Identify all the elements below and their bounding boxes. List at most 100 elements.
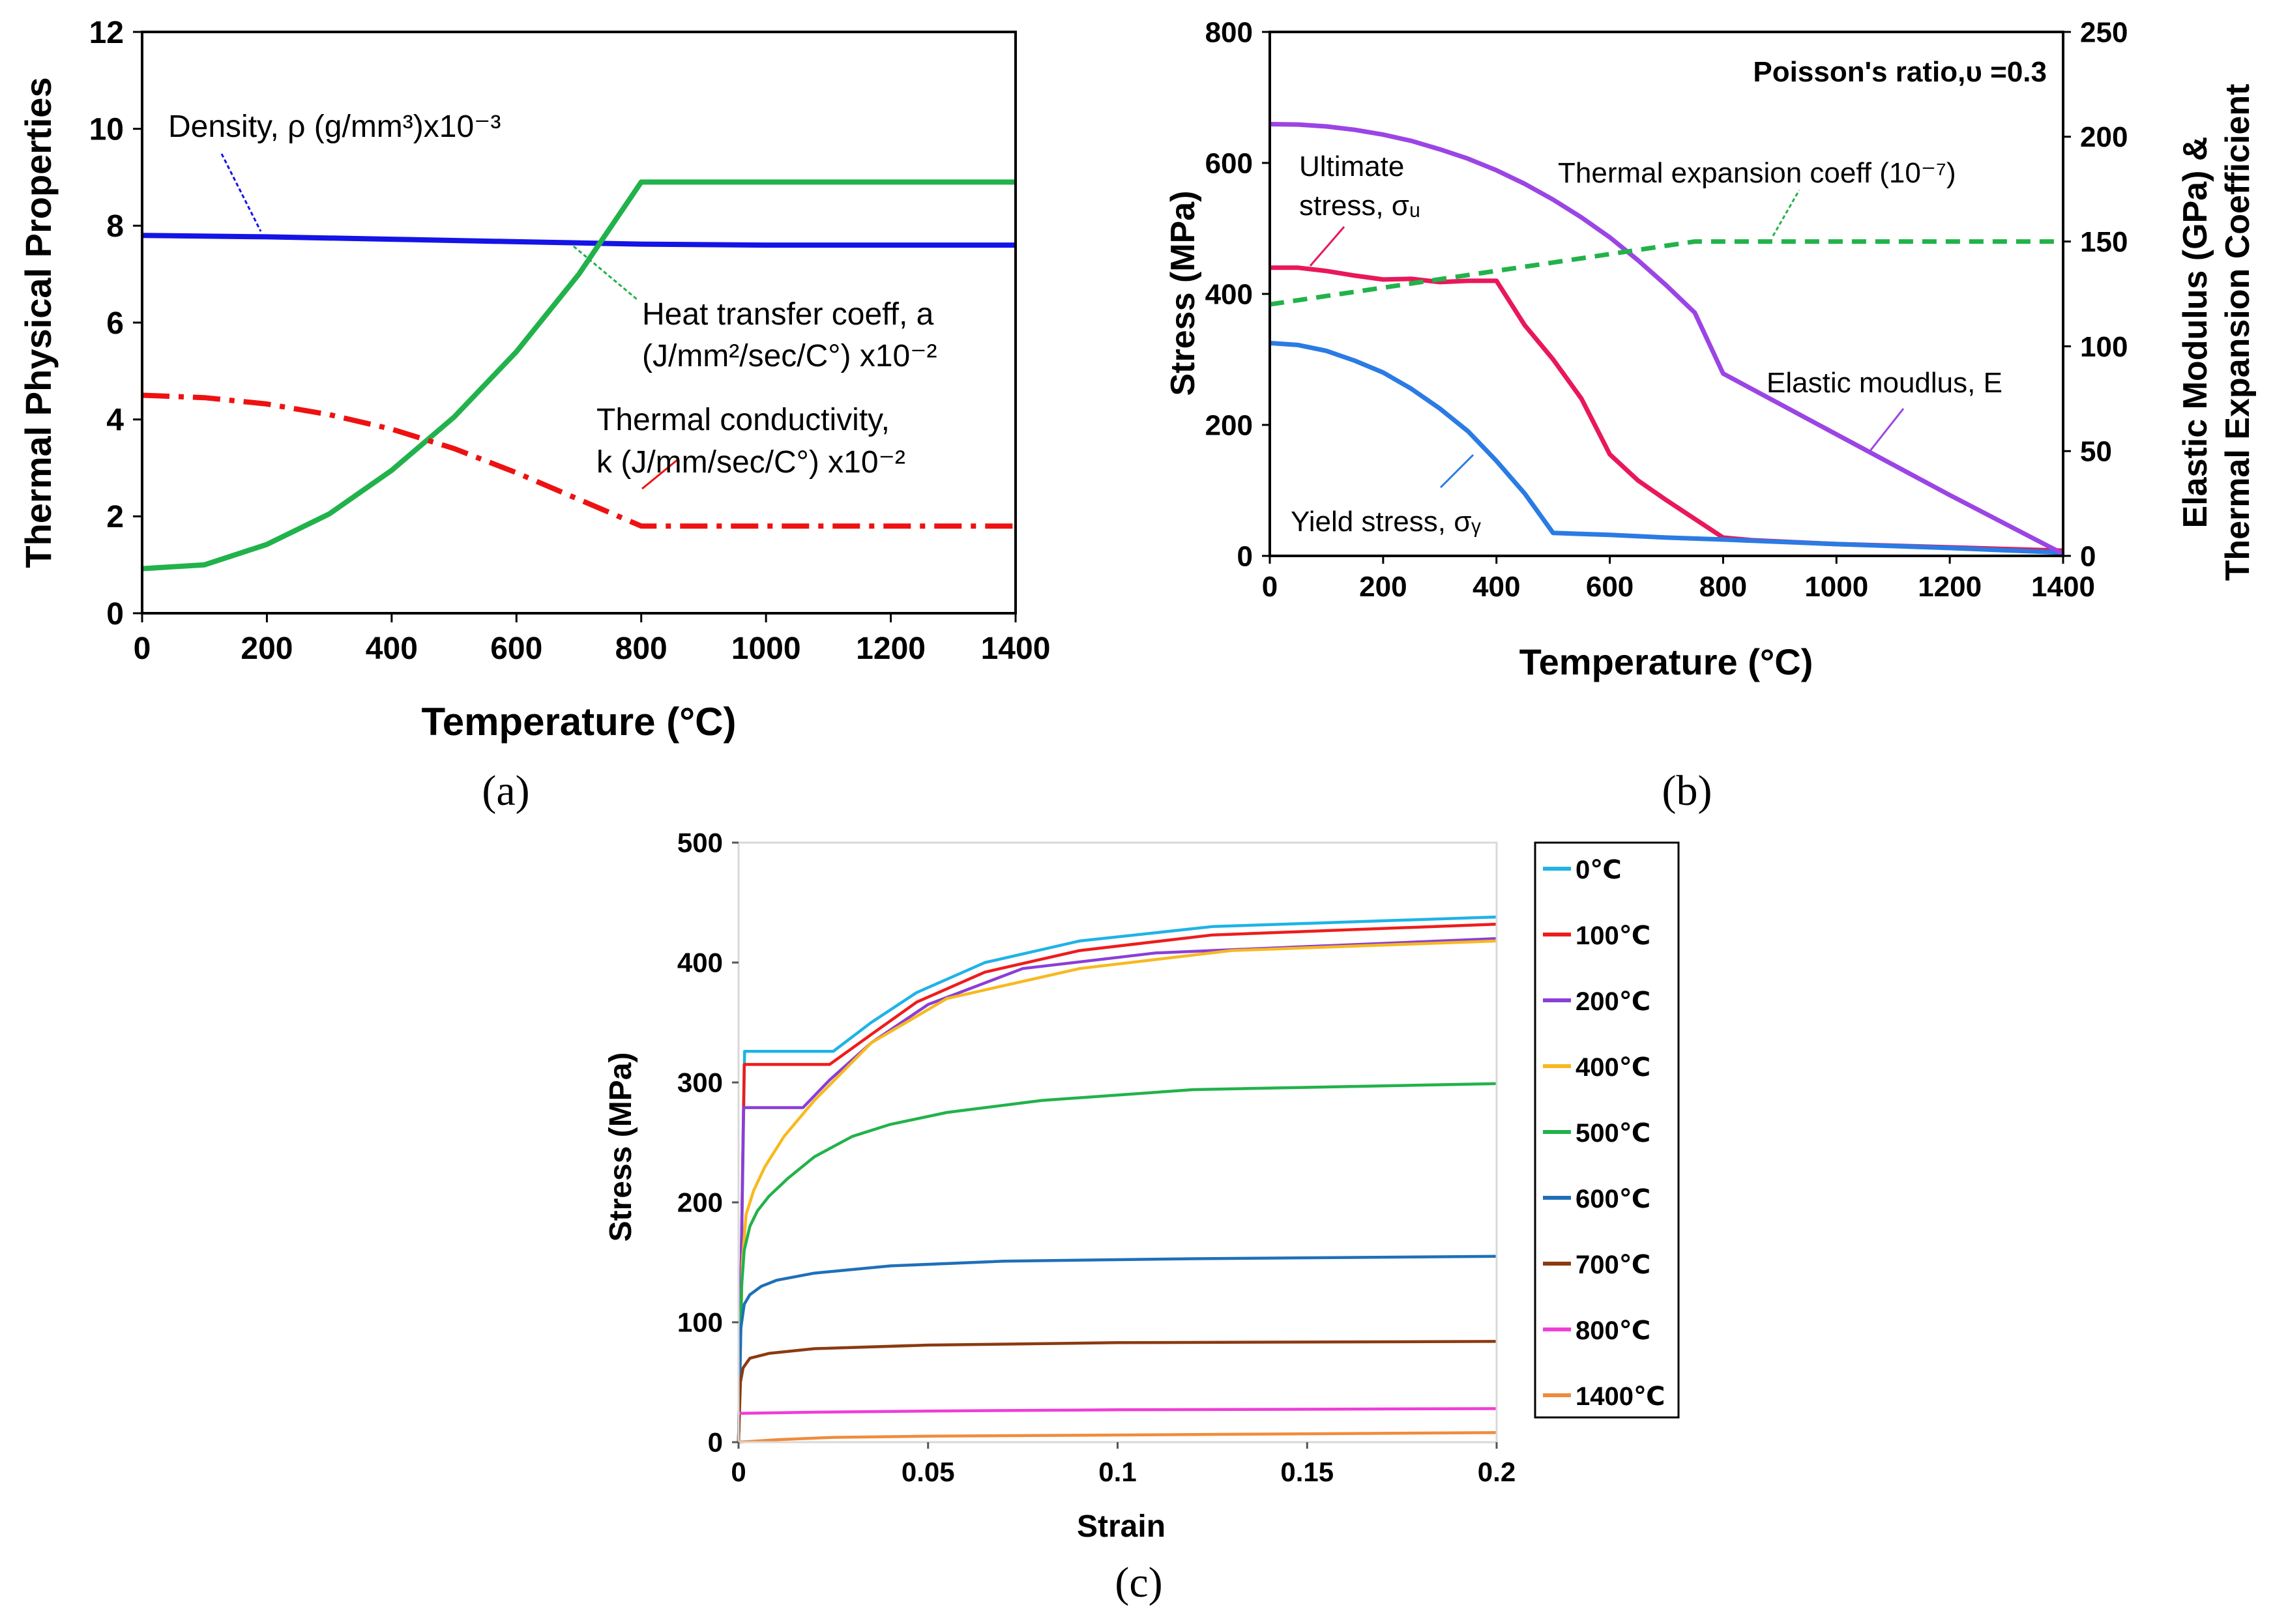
- panel-c-x-tick-label: 0.05: [902, 1457, 955, 1487]
- panel-a-y-tick-label: 10: [89, 112, 124, 147]
- panel-b-y2-tick-label: 0: [2080, 540, 2096, 572]
- panel-b-series-elastic-moudlus-e: [1269, 122, 2064, 556]
- panel-b-y2-axis-label-1: Elastic Modulus (GPa) &: [2177, 137, 2214, 529]
- panel-a-series-heat-transfer-coeff-a-j-mm-sec-c-x10: [141, 179, 1016, 572]
- panel-a-y-tick-label: 2: [106, 500, 124, 534]
- panel-b-y-tick-label: 400: [1205, 278, 1253, 310]
- panel-a-caption: (a): [482, 767, 529, 815]
- panel-b-modulus-label: Elastic moudlus, E: [1767, 367, 2002, 399]
- panel-b-x-tick-label: 400: [1473, 571, 1520, 603]
- panel-a-x-ticks: 0 200 400 600 800 1000 1200 1400: [134, 613, 1051, 666]
- panel-b-y-tick-label: 600: [1205, 147, 1253, 179]
- panel-b-y-ticks: 0 200 400 600 800: [1205, 16, 1270, 572]
- panel-a-x-tick-label: 200: [241, 631, 293, 666]
- panel-a-cond-label-1: Thermal conductivity,: [596, 403, 890, 437]
- panel-a-x-axis-label: Temperature (°C): [422, 700, 737, 744]
- panel-c-series-600: [737, 1254, 1497, 1443]
- panel-c-legend-label: 400℃: [1576, 1053, 1650, 1082]
- panel-c-legend-label: 100℃: [1576, 921, 1650, 950]
- panel-c-plot-frame: [737, 841, 1498, 1443]
- panel-b-y-tick-label: 800: [1205, 16, 1253, 48]
- panel-c-legend-label: 200℃: [1576, 987, 1650, 1016]
- panel-c-series-0: [737, 915, 1497, 1443]
- panel-c-legend-label: 800℃: [1576, 1316, 1650, 1345]
- panel-b-x-tick-label: 1200: [1918, 571, 1982, 603]
- panel-a-series-density-g-mm-x10: [141, 233, 1016, 248]
- panel-c-legend-label: 700℃: [1576, 1251, 1650, 1279]
- panel-c-caption: (c): [1115, 1559, 1162, 1606]
- panel-c-series-100: [737, 922, 1497, 1443]
- panel-b-y2-ticks: 0 50 100 150 200 250: [2063, 16, 2128, 572]
- panel-a-heat-label-2: (J/mm²/sec/C°) x10⁻²: [642, 339, 937, 373]
- panel-c-x-ticks: 0 0.05 0.1 0.15 0.2: [731, 1442, 1516, 1487]
- panel-b-x-tick-label: 600: [1586, 571, 1634, 603]
- panel-b-y-tick-label: 200: [1205, 409, 1253, 441]
- panel-b-y2-tick-label: 50: [2080, 436, 2112, 468]
- panel-c-legend-label: 0℃: [1576, 856, 1622, 884]
- panel-a-x-tick-label: 0: [134, 631, 151, 666]
- panel-c-legend-label: 600℃: [1576, 1185, 1650, 1213]
- panel-c-y-tick-label: 300: [677, 1067, 723, 1098]
- panel-c-legend: 0℃ 100℃ 200℃ 400℃ 500℃ 600℃ 700℃ 800℃ 1400℃: [1534, 841, 1680, 1419]
- panel-b-y-axis-label: Stress (MPa): [1164, 191, 1202, 396]
- panel-a-y-tick-label: 8: [106, 209, 124, 244]
- panel-c-y-tick-label: 100: [677, 1307, 723, 1338]
- panel-a-x-tick-label: 800: [615, 631, 667, 666]
- panel-c-x-tick-label: 0: [731, 1457, 746, 1487]
- panel-b-y2-tick-label: 200: [2080, 121, 2128, 153]
- panel-b-y2-tick-label: 250: [2080, 16, 2128, 48]
- panel-b-y-tick-label: 0: [1237, 540, 1253, 572]
- panel-c-y-axis-label: Stress (MPa): [604, 1052, 638, 1242]
- panel-b-y2-axis-label-2: Thermal Expansion Coefficient: [2219, 84, 2257, 581]
- panel-b-yield-label: Yield stress, σᵧ: [1291, 506, 1481, 538]
- panel-b-ultimate-label-1: Ultimate: [1299, 151, 1404, 182]
- panel-a-x-tick-label: 1400: [981, 631, 1051, 666]
- panel-b-series-yield-stress-y: [1269, 340, 2064, 555]
- panel-b-ultimate-leader: [1309, 226, 1345, 267]
- panel-b-x-tick-label: 0: [1262, 571, 1278, 603]
- panel-b-x-tick-label: 800: [1699, 571, 1747, 603]
- panel-c-legend-label: 500℃: [1576, 1119, 1650, 1148]
- panel-a-heat-leader: [573, 245, 638, 301]
- panel-a-x-tick-label: 1200: [856, 631, 926, 666]
- panel-a-y-tick-label: 6: [106, 306, 124, 341]
- panel-a-heat-label-1: Heat transfer coeff, a: [642, 297, 934, 332]
- panel-b-caption: (b): [1662, 767, 1712, 815]
- panel-c-x-tick-label: 0.2: [1478, 1457, 1516, 1487]
- panel-b-x-tick-label: 1400: [2031, 571, 2095, 603]
- panel-b-modulus-leader: [1868, 408, 1905, 452]
- panel-b-series-thermal-expansion-coeff-10: [1269, 239, 2063, 307]
- panel-a-x-tick-label: 1000: [731, 631, 801, 666]
- panel-b-y2-tick-label: 100: [2080, 331, 2128, 363]
- panel-a-y-tick-label: 4: [106, 403, 124, 437]
- panel-a-y-axis-label: Thermal Physical Properties: [18, 77, 59, 568]
- panel-c-series-layer: [737, 915, 1497, 1444]
- panel-b-poisson-annotation: Poisson's ratio,υ =0.3: [1753, 56, 2047, 88]
- panel-c-series-400: [737, 939, 1497, 1443]
- panel-b-x-tick-label: 200: [1359, 571, 1407, 603]
- panel-a-series-layer: [141, 179, 1016, 572]
- panel-b-chart: 0 200 400 600 800 1000 1200 1400 0200400600800 …: [1164, 16, 2257, 815]
- panel-b-expansion-leader: [1772, 190, 1800, 237]
- panel-b-expansion-label: Thermal expansion coeff (10⁻⁷): [1558, 157, 1956, 189]
- panel-a-y-tick-label: 12: [89, 16, 124, 50]
- panel-a-y-ticks: 0 2 4 6 8 10 12: [89, 16, 142, 631]
- panel-a-density-leader: [220, 153, 262, 232]
- panel-a-cond-label-2: k (J/mm/sec/C°) x10⁻²: [596, 445, 905, 480]
- panel-c-legend-label: 1400℃: [1576, 1382, 1665, 1411]
- panel-c-series-200: [737, 936, 1497, 1443]
- panel-c-series-700: [737, 1340, 1497, 1443]
- panel-c-chart: 0 0.05 0.1 0.15 0.2 0 100 200 300 400 500 0℃ 100℃ 2…: [604, 828, 1680, 1606]
- panel-a-chart: 0 200 400 600 800 1000 1200 1400 0 2 4 6 8 10 12 Temp…: [18, 16, 1050, 815]
- panel-c-y-ticks: 0 100 200 300 400 500: [677, 828, 739, 1458]
- panel-c-y-tick-label: 200: [677, 1187, 723, 1218]
- panel-a-x-tick-label: 400: [366, 631, 418, 666]
- panel-c-series-800: [738, 1407, 1497, 1415]
- panel-b-yield-leader: [1439, 454, 1474, 489]
- panel-c-y-tick-label: 0: [708, 1427, 723, 1458]
- panel-b-x-tick-label: 1000: [1804, 571, 1868, 603]
- panel-c-series-500: [737, 1082, 1497, 1443]
- panel-b-y2-tick-label: 150: [2080, 226, 2128, 258]
- panel-a-density-label: Density, ρ (g/mm³)x10⁻³: [168, 109, 501, 144]
